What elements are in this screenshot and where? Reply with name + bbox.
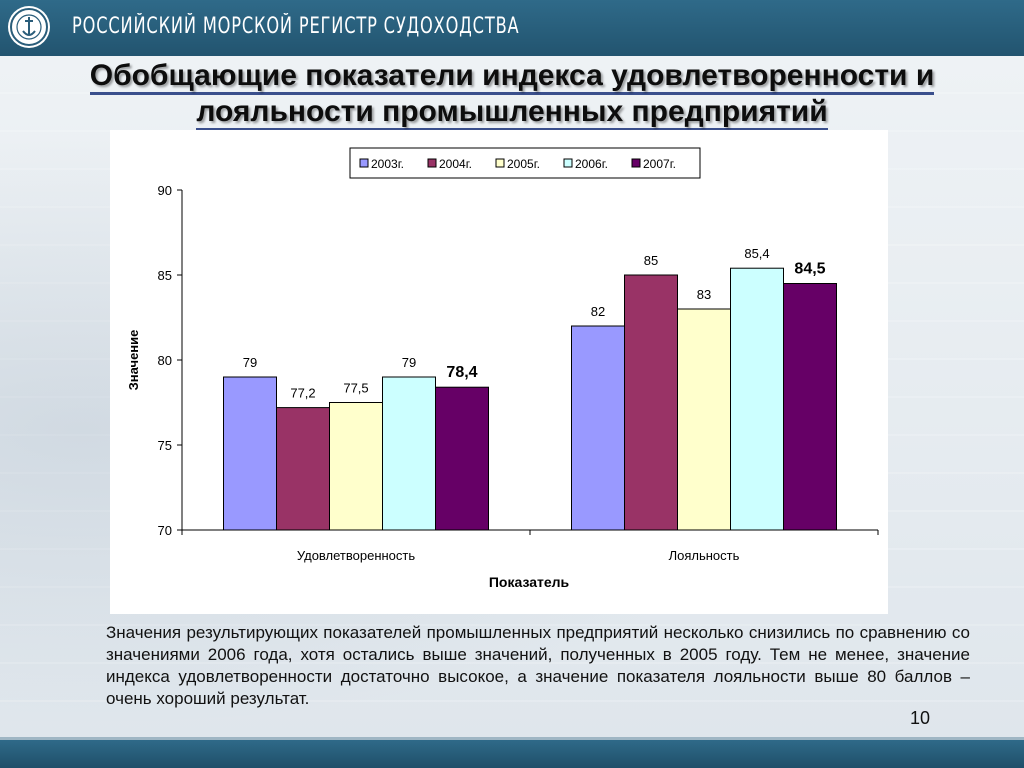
data-label: 84,5 [794,261,825,278]
x-tick-label: Удовлетворенность [297,548,415,563]
bar-chart: 70 75 80 85 90 Значение Удовлетворенность 79 77,… [126,147,879,590]
legend-label: 2006г. [575,157,608,171]
bar [435,386,489,531]
legend-swatch [495,158,505,168]
y-tick-label: 75 [158,438,172,453]
legend-label: 2003г. [371,157,404,171]
legend-label: 2004г. [439,157,472,171]
organization-name: РОССИЙСКИЙ МОРСКОЙ РЕГИСТР СУДОХОДСТВА [72,14,520,39]
data-label: 77,2 [290,386,315,401]
legend-label: 2007г. [643,157,676,171]
bar [730,267,784,531]
data-label: 85 [644,253,658,268]
data-label: 85,4 [744,246,769,261]
legend-swatch [359,158,369,168]
bar [783,283,837,531]
y-tick-label: 80 [158,353,172,368]
legend-swatch [631,158,641,168]
y-axis-label: Значение [126,330,141,391]
data-label: 77,5 [343,381,368,396]
x-axis-label: Показатель [489,574,570,590]
bar [624,274,678,531]
y-tick-label: 90 [158,183,172,198]
data-label: 78,4 [446,364,477,381]
ship-register-emblem-icon [8,6,50,48]
header-bar: РОССИЙСКИЙ МОРСКОЙ РЕГИСТР СУДОХОДСТВА [0,0,1024,56]
footer-divider [0,737,1024,740]
bar [571,325,625,531]
data-label: 82 [591,304,605,319]
bar [223,376,277,531]
data-label: 83 [697,287,711,302]
x-tick-label: Лояльность [669,548,740,563]
data-label: 79 [402,355,416,370]
page-number: 10 [910,708,931,728]
y-tick-label: 70 [158,523,172,538]
legend-swatch [563,158,573,168]
summary-text: Значения результирующих показателей пром… [106,623,970,708]
chart-panel: 70 75 80 85 90 Значение Удовлетворенность 79 77,… [110,130,888,614]
footer-bar [0,740,1024,768]
legend-box [349,147,701,179]
data-label: 79 [243,355,257,370]
slide-title-line1: Обобщающие показатели индекса удовлетвор… [89,59,935,95]
legend-label: 2005г. [507,157,540,171]
bar [329,402,383,531]
slide-title: Обобщающие показатели индекса удовлетвор… [0,58,1024,131]
bar [677,308,731,531]
slide-title-line2: лояльности промышленных предприятий [196,95,828,131]
legend-swatch [427,158,437,168]
bar [276,407,330,531]
bar [382,376,436,531]
y-tick-label: 85 [158,268,172,283]
